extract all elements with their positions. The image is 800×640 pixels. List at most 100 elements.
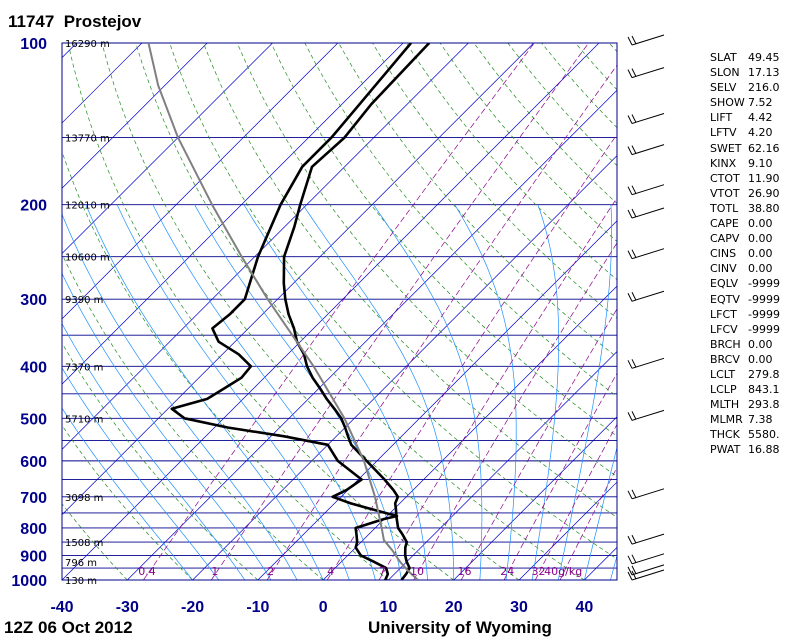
moist-adiabat — [584, 446, 617, 580]
temperature-tick-label: -30 — [116, 599, 139, 616]
moist-adiabat — [62, 367, 219, 580]
mixing-ratio-line — [534, 423, 617, 580]
index-name: SWET — [710, 141, 742, 155]
plot-frame — [61, 42, 618, 581]
index-value: -9999 — [748, 292, 780, 306]
mixing-ratio-line — [378, 197, 617, 580]
index-row-lclt: LCLT 279.8 — [710, 367, 800, 382]
wind-barb — [627, 409, 665, 421]
mixing-ratio-label: 10 — [410, 565, 424, 578]
index-row-capv: CAPV 0.00 — [710, 231, 800, 246]
moist-adiabat — [610, 554, 617, 580]
isotherm — [62, 43, 273, 255]
index-name: CAPE — [710, 217, 739, 231]
index-value: 7.52 — [748, 96, 773, 110]
mixing-ratio-label: 2 — [267, 565, 274, 578]
index-name: CAPV — [710, 232, 740, 246]
index-name: LFCT — [710, 307, 737, 321]
index-row-thck: THCK 5580. — [710, 427, 800, 442]
wind-barb — [627, 248, 665, 260]
dry-adiabat — [236, 43, 617, 477]
pressure-tick-label: 900 — [20, 548, 47, 565]
index-name: LIFT — [710, 111, 733, 125]
dry-adiabat — [62, 150, 389, 580]
height-label: 16290 m — [65, 39, 110, 50]
index-value: 62.16 — [748, 141, 780, 155]
index-row-show: SHOW 7.52 — [710, 95, 800, 110]
index-row-lclp: LCLP 843.1 — [710, 382, 800, 397]
temperature-tick-label: 30 — [510, 599, 528, 616]
index-row-ctot: CTOT 11.90 — [710, 171, 800, 186]
height-label: 130 m — [65, 576, 97, 587]
index-row-cins: CINS 0.00 — [710, 246, 800, 261]
temperature-tick-label: 10 — [380, 599, 398, 616]
temperature-tick-label: -20 — [181, 599, 204, 616]
index-value: 279.8 — [748, 367, 780, 381]
index-row-lfct: LFCT -9999 — [710, 307, 800, 322]
index-value: 16.88 — [748, 443, 780, 457]
index-value: 26.90 — [748, 186, 780, 200]
pressure-tick-label: 800 — [20, 521, 47, 538]
wind-barb — [627, 112, 665, 124]
index-name: KINX — [710, 156, 737, 170]
moist-adiabat — [454, 204, 517, 580]
mixing-ratio-label: 16 — [458, 565, 472, 578]
index-value: 0.00 — [748, 262, 773, 276]
dry-adiabat — [169, 43, 617, 560]
index-name: SELV — [710, 81, 737, 95]
temperature-profile — [282, 43, 431, 580]
index-value: 38.80 — [748, 201, 780, 215]
pressure-tick-label: 300 — [20, 292, 47, 309]
isotherm — [518, 481, 617, 580]
moist-adiabat — [85, 204, 324, 580]
index-row-lfcv: LFCV -9999 — [710, 322, 800, 337]
index-value: 843.1 — [748, 383, 780, 397]
moist-adiabat — [557, 204, 612, 580]
pressure-tick-label: 700 — [20, 490, 47, 507]
index-row-mlmr: MLMR 7.38 — [710, 412, 800, 427]
index-row-mlth: MLTH 293.8 — [710, 397, 800, 412]
dry-adiabat — [62, 253, 324, 580]
index-name: SHOW — [710, 96, 745, 110]
index-row-eqlv: EQLV -9999 — [710, 276, 800, 291]
index-value: 216.0 — [748, 81, 780, 95]
index-row-brch: BRCH 0.00 — [710, 337, 800, 352]
mixing-ratio-line — [413, 242, 617, 580]
index-name: CTOT — [710, 171, 740, 185]
dry-adiabat — [62, 503, 128, 580]
dry-adiabat — [270, 43, 617, 437]
wind-barb — [627, 67, 665, 79]
index-name: LCLP — [710, 383, 737, 397]
moist-adiabat — [302, 204, 455, 580]
wind-barb — [627, 569, 665, 581]
moist-adiabat — [62, 272, 272, 580]
index-name: LFCV — [710, 322, 738, 336]
pressure-tick-label: 600 — [20, 454, 47, 471]
dewpoint-profile — [170, 43, 412, 580]
mixing-ratio-line — [143, 43, 535, 580]
index-row-vtot: VTOT 26.90 — [710, 186, 800, 201]
isotherm — [62, 43, 534, 516]
temperature-tick-label: -10 — [246, 599, 269, 616]
index-value: 5580. — [748, 428, 780, 442]
index-row-lift: LIFT 4.42 — [710, 110, 800, 125]
isotherm — [62, 43, 339, 320]
moist-adiabat — [62, 407, 193, 580]
index-row-slon: SLON 17.13 — [710, 65, 800, 80]
height-label: 5710 m — [65, 414, 103, 425]
temperature-tick-label: 20 — [445, 599, 463, 616]
mixing-ratio-label: 24 — [500, 565, 514, 578]
moist-adiabat — [243, 204, 428, 580]
index-name: LFTV — [710, 126, 737, 140]
station-title: 11747 Prostejov — [8, 12, 142, 31]
temperature-tick-label: -40 — [50, 599, 73, 616]
date-label: 12Z 06 Oct 2012 — [4, 618, 133, 637]
index-value: 11.90 — [748, 171, 780, 185]
mixing-ratio-line — [266, 64, 617, 580]
height-label: 7370 m — [65, 362, 103, 373]
index-value: 293.8 — [748, 398, 780, 412]
wind-barb — [627, 34, 665, 46]
isotherm — [62, 43, 469, 450]
index-name: LCLT — [710, 367, 736, 381]
